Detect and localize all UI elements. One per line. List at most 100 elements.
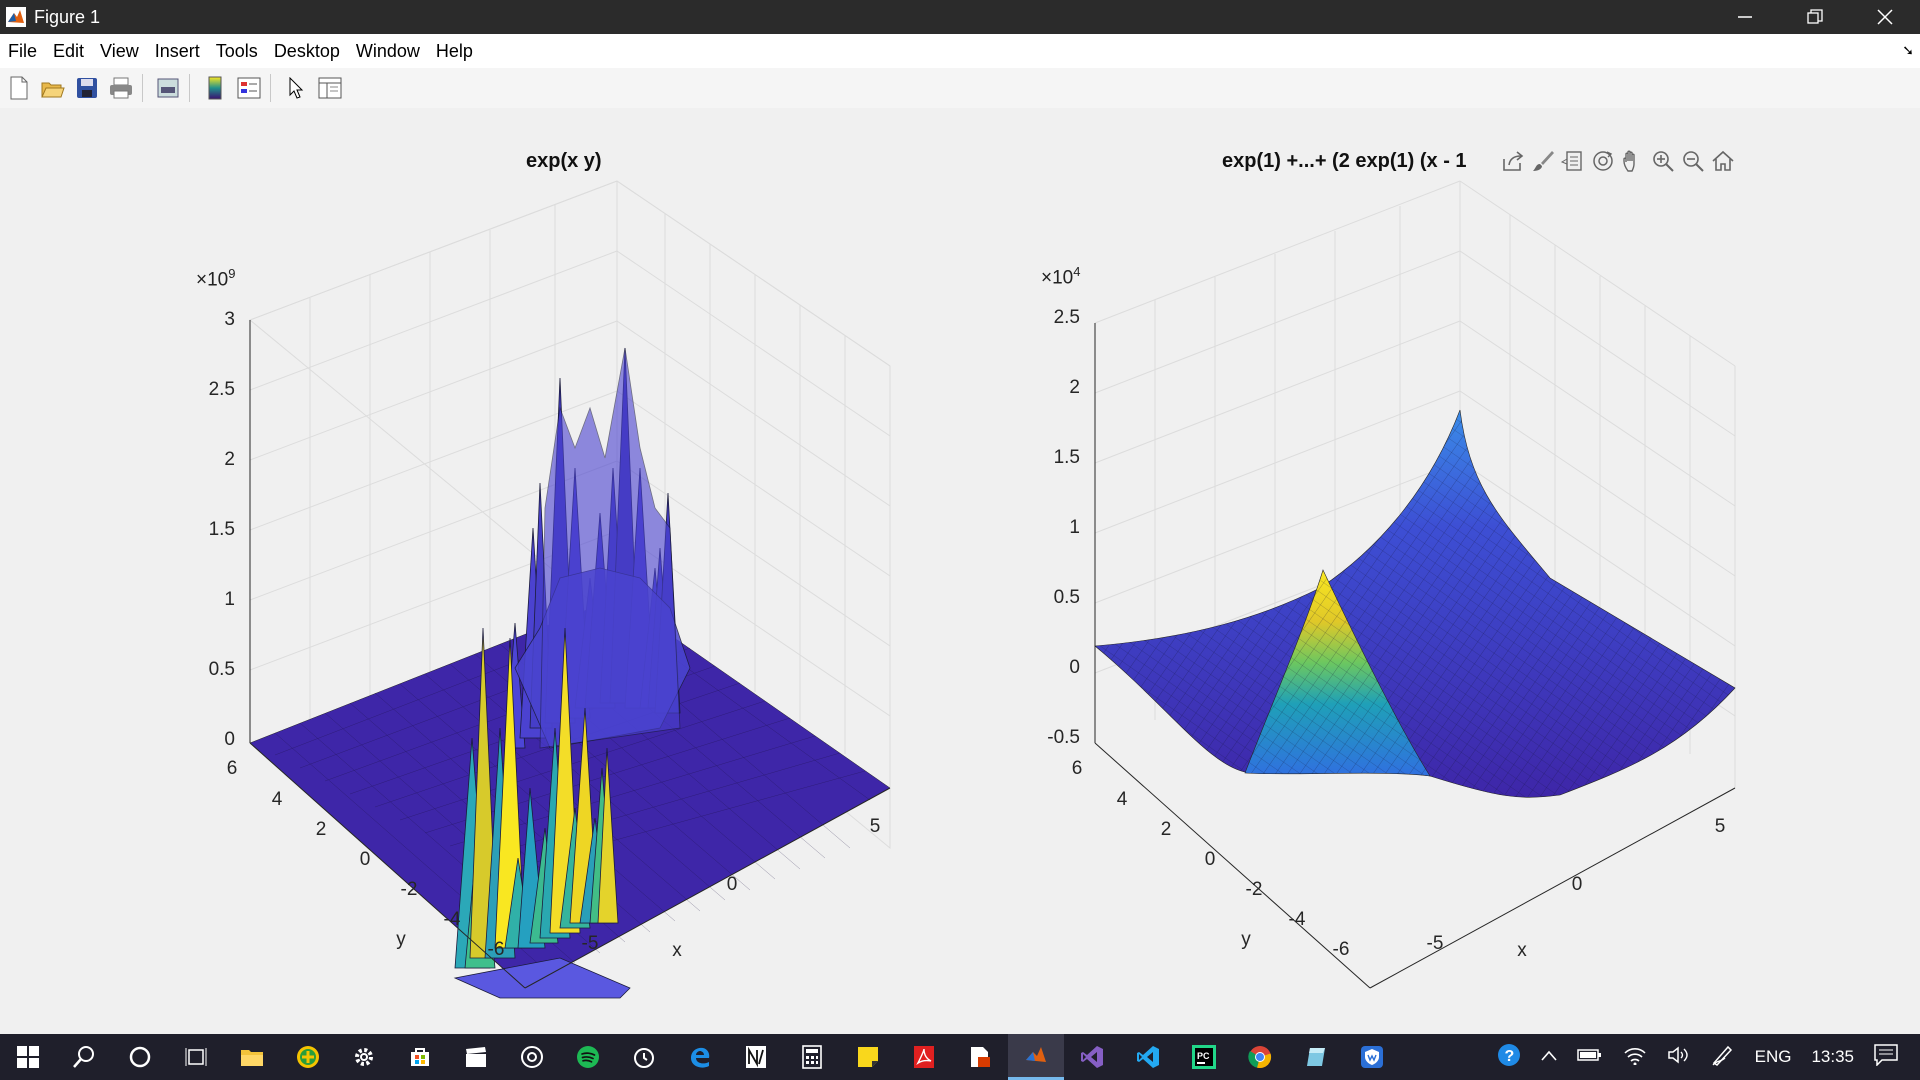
taskbar-settings[interactable] <box>336 1034 392 1080</box>
search-icon <box>73 1046 94 1068</box>
calculator-icon <box>802 1045 822 1069</box>
z-tick-label: 2 <box>224 449 235 470</box>
print-preview-button[interactable] <box>153 73 183 103</box>
taskbar-alarm[interactable] <box>616 1034 672 1080</box>
taskbar-pycharm[interactable]: PC <box>1176 1034 1232 1080</box>
taskbar-sticky-notes[interactable] <box>840 1034 896 1080</box>
axes-toolbar <box>1498 146 1738 176</box>
y-tick-label: -6 <box>488 939 505 960</box>
insert-colorbar-button[interactable] <box>200 73 230 103</box>
taskbar-store[interactable] <box>392 1034 448 1080</box>
edge-icon <box>691 1047 710 1068</box>
close-button[interactable] <box>1850 0 1920 34</box>
battery-icon[interactable] <box>1576 1047 1603 1068</box>
restore-button[interactable] <box>1780 0 1850 34</box>
menu-desktop[interactable]: Desktop <box>273 41 340 61</box>
menu-help[interactable]: Help <box>435 41 473 61</box>
taskbar-acrobat[interactable] <box>896 1034 952 1080</box>
language-indicator[interactable]: ENG <box>1754 1047 1792 1066</box>
property-inspector-button[interactable] <box>315 73 345 103</box>
toolbar-separator <box>142 74 143 102</box>
zoom-in-button[interactable] <box>1648 146 1678 176</box>
volume-icon[interactable] <box>1667 1045 1691 1070</box>
paint-3d-icon <box>1307 1048 1325 1066</box>
toolbar-separator <box>189 74 190 102</box>
close-icon <box>1877 9 1893 25</box>
new-figure-button[interactable] <box>4 73 34 103</box>
clock[interactable]: 13:35 <box>1811 1047 1854 1066</box>
taskbar-file-explorer[interactable] <box>224 1034 280 1080</box>
taskbar-office-lens[interactable] <box>952 1034 1008 1080</box>
taskbar-edge[interactable] <box>672 1034 728 1080</box>
menu-view[interactable]: View <box>100 41 139 61</box>
home-button[interactable] <box>1708 146 1738 176</box>
menu-file[interactable]: File <box>8 41 38 61</box>
task-view-button[interactable] <box>168 1034 224 1080</box>
alarm-icon <box>634 1048 654 1068</box>
taskbar-groove[interactable] <box>504 1034 560 1080</box>
cortana-icon <box>129 1046 151 1068</box>
search-button[interactable] <box>56 1034 112 1080</box>
cortana-button[interactable] <box>112 1034 168 1080</box>
taskbar-chrome[interactable] <box>1232 1034 1288 1080</box>
save-button[interactable] <box>72 73 102 103</box>
pen-ink-icon[interactable] <box>1711 1044 1735 1071</box>
open-button[interactable] <box>38 73 68 103</box>
dock-figure-icon[interactable]: ➘ <box>1902 42 1914 58</box>
chevron-up-icon[interactable] <box>1541 1047 1557 1067</box>
rotate-3d-button[interactable] <box>1588 146 1618 176</box>
svg-text:?: ? <box>1504 1048 1514 1065</box>
z-tick-label: 2.5 <box>209 379 235 400</box>
x-tick-label: -5 <box>1427 933 1444 954</box>
z-tick-label: 1.5 <box>1054 447 1080 468</box>
y-axis-line <box>1094 742 1371 989</box>
help-tray-icon[interactable]: ? <box>1497 1043 1521 1072</box>
brush-button[interactable] <box>1528 146 1558 176</box>
wifi-icon[interactable] <box>1623 1045 1647 1070</box>
menu-window[interactable]: Window <box>355 41 420 61</box>
menu-edit[interactable]: Edit <box>53 41 85 61</box>
taskbar-paint-3d[interactable] <box>1288 1034 1344 1080</box>
taskbar-calculator[interactable] <box>784 1034 840 1080</box>
window-title: Figure 1 <box>34 6 101 27</box>
matlab-icon <box>1026 1046 1046 1062</box>
toolbar-separator <box>270 74 271 102</box>
save-icon <box>77 78 97 98</box>
menu-insert[interactable]: Insert <box>154 41 200 61</box>
pan-button[interactable] <box>1618 146 1648 176</box>
taskbar-windscribe[interactable] <box>1344 1034 1400 1080</box>
y-tick-label: 6 <box>1072 758 1083 779</box>
export-button[interactable] <box>1498 146 1528 176</box>
x-axis-label: x <box>672 940 682 961</box>
taskbar-spotify[interactable] <box>560 1034 616 1080</box>
z-tick-label: 3 <box>224 309 235 330</box>
edit-plot-button[interactable] <box>281 73 311 103</box>
windows-start-icon <box>17 1046 39 1068</box>
action-center-icon[interactable] <box>1874 1043 1898 1071</box>
minimize-button[interactable] <box>1710 0 1780 34</box>
taskbar-matlab[interactable] <box>1008 1034 1064 1080</box>
y-tick-label: -4 <box>444 909 461 930</box>
start-button[interactable] <box>0 1034 56 1080</box>
taskbar-movies[interactable] <box>448 1034 504 1080</box>
taskbar-notepad[interactable] <box>728 1034 784 1080</box>
z-tick-label: 1 <box>224 589 235 610</box>
movies-icon <box>466 1047 486 1067</box>
y-tick-label: 0 <box>360 849 371 870</box>
z-exponent-right: ×104 <box>1041 264 1081 289</box>
z-tick-label: 0.5 <box>209 659 235 680</box>
taskbar-vscode[interactable] <box>1120 1034 1176 1080</box>
menu-tools[interactable]: Tools <box>215 41 258 61</box>
zoom-out-button[interactable] <box>1678 146 1708 176</box>
insert-legend-button[interactable] <box>234 73 264 103</box>
taskbar-visual-studio[interactable] <box>1064 1034 1120 1080</box>
print-button[interactable] <box>106 73 136 103</box>
print-icon <box>110 77 132 99</box>
axes-left[interactable]: 3 2.5 2 1.5 1 0.5 0 6 4 2 0 -2 -4 -6 -5 … <box>0 108 960 1034</box>
z-tick-label: 2 <box>1069 377 1080 398</box>
axes-right[interactable]: 2.5 2 1.5 1 0.5 0 -0.5 6 4 2 0 -2 -4 -6 … <box>960 108 1920 1034</box>
taskbar-plus-app[interactable] <box>280 1034 336 1080</box>
y-axis-label: y <box>396 929 406 950</box>
z-tick-label: -0.5 <box>1047 727 1080 748</box>
data-tips-button[interactable] <box>1558 146 1588 176</box>
